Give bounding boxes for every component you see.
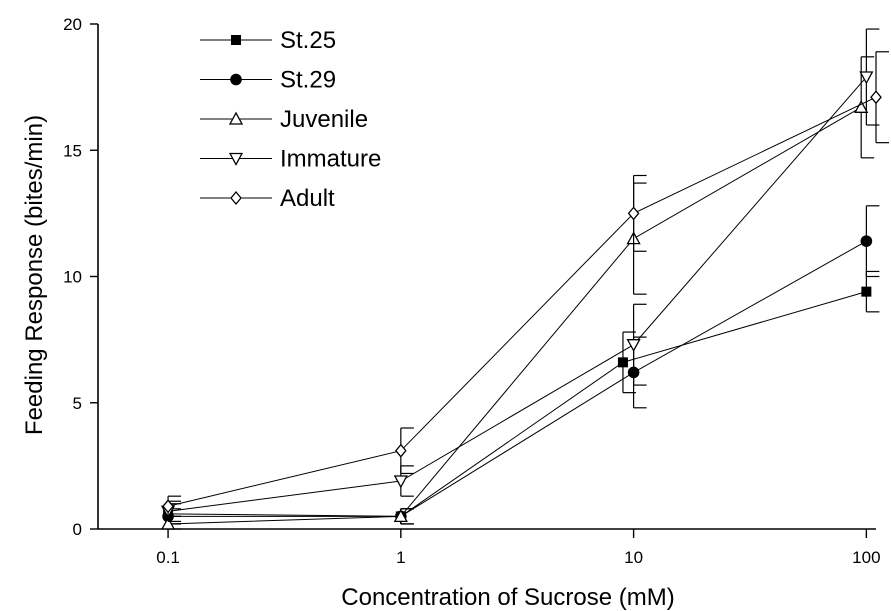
x-tick-label: 100 (852, 548, 880, 567)
legend-label: St.25 (280, 27, 336, 54)
data-point (627, 206, 640, 221)
legend-marker (228, 111, 244, 125)
series-immature (160, 28, 880, 523)
legend-label: St.29 (280, 67, 336, 94)
legend-label: Immature (280, 146, 381, 173)
series-st-29 (162, 205, 880, 525)
y-tick-label: 5 (73, 394, 82, 413)
data-point (160, 516, 176, 530)
legend-item-immature: Immature (200, 146, 381, 173)
legend-marker (230, 190, 242, 206)
legend-item-st-29: St.29 (200, 67, 336, 94)
legend-item-st-25: St.25 (200, 27, 336, 54)
series-adult (162, 51, 889, 517)
legend-label: Juvenile (280, 106, 368, 133)
series-line (168, 291, 867, 517)
legend-marker (230, 73, 242, 86)
legend: St.25 St.29 Juvenile Immature Adult (200, 27, 381, 212)
data-point (393, 475, 408, 489)
series-line (167, 96, 877, 507)
data-point (393, 509, 408, 523)
series-line (168, 76, 867, 512)
series-st-25 (163, 270, 880, 525)
legend-item-adult: Adult (200, 185, 335, 212)
data-point (394, 443, 407, 458)
y-tick-label: 0 (73, 520, 82, 539)
data-point (162, 499, 174, 514)
legend-marker (231, 35, 241, 45)
series-layer (160, 28, 889, 530)
y-tick-label: 15 (63, 141, 82, 160)
data-point (854, 99, 869, 113)
y-tick-label: 10 (63, 268, 82, 287)
data-point (859, 71, 874, 85)
data-point (861, 286, 872, 297)
legend-label: Adult (280, 185, 335, 212)
axes: 0 5 10 15 20 0.1 1 10 100 (63, 15, 880, 567)
series-line (168, 106, 862, 525)
y-axis-title: Feeding Response (bites/min) (21, 115, 48, 435)
data-point (617, 357, 628, 368)
series-juvenile (160, 56, 875, 530)
x-axis-title: Concentration of Sucrose (mM) (341, 584, 674, 611)
data-point (860, 235, 873, 247)
data-point (626, 339, 641, 353)
y-tick-label: 20 (63, 15, 82, 34)
x-tick-label: 1 (396, 548, 405, 567)
legend-item-juvenile: Juvenile (200, 106, 368, 133)
x-tick-label: 10 (624, 548, 643, 567)
legend-marker (228, 152, 244, 166)
series-line (168, 240, 867, 517)
data-point (870, 90, 882, 105)
x-tick-label: 0.1 (156, 548, 180, 567)
